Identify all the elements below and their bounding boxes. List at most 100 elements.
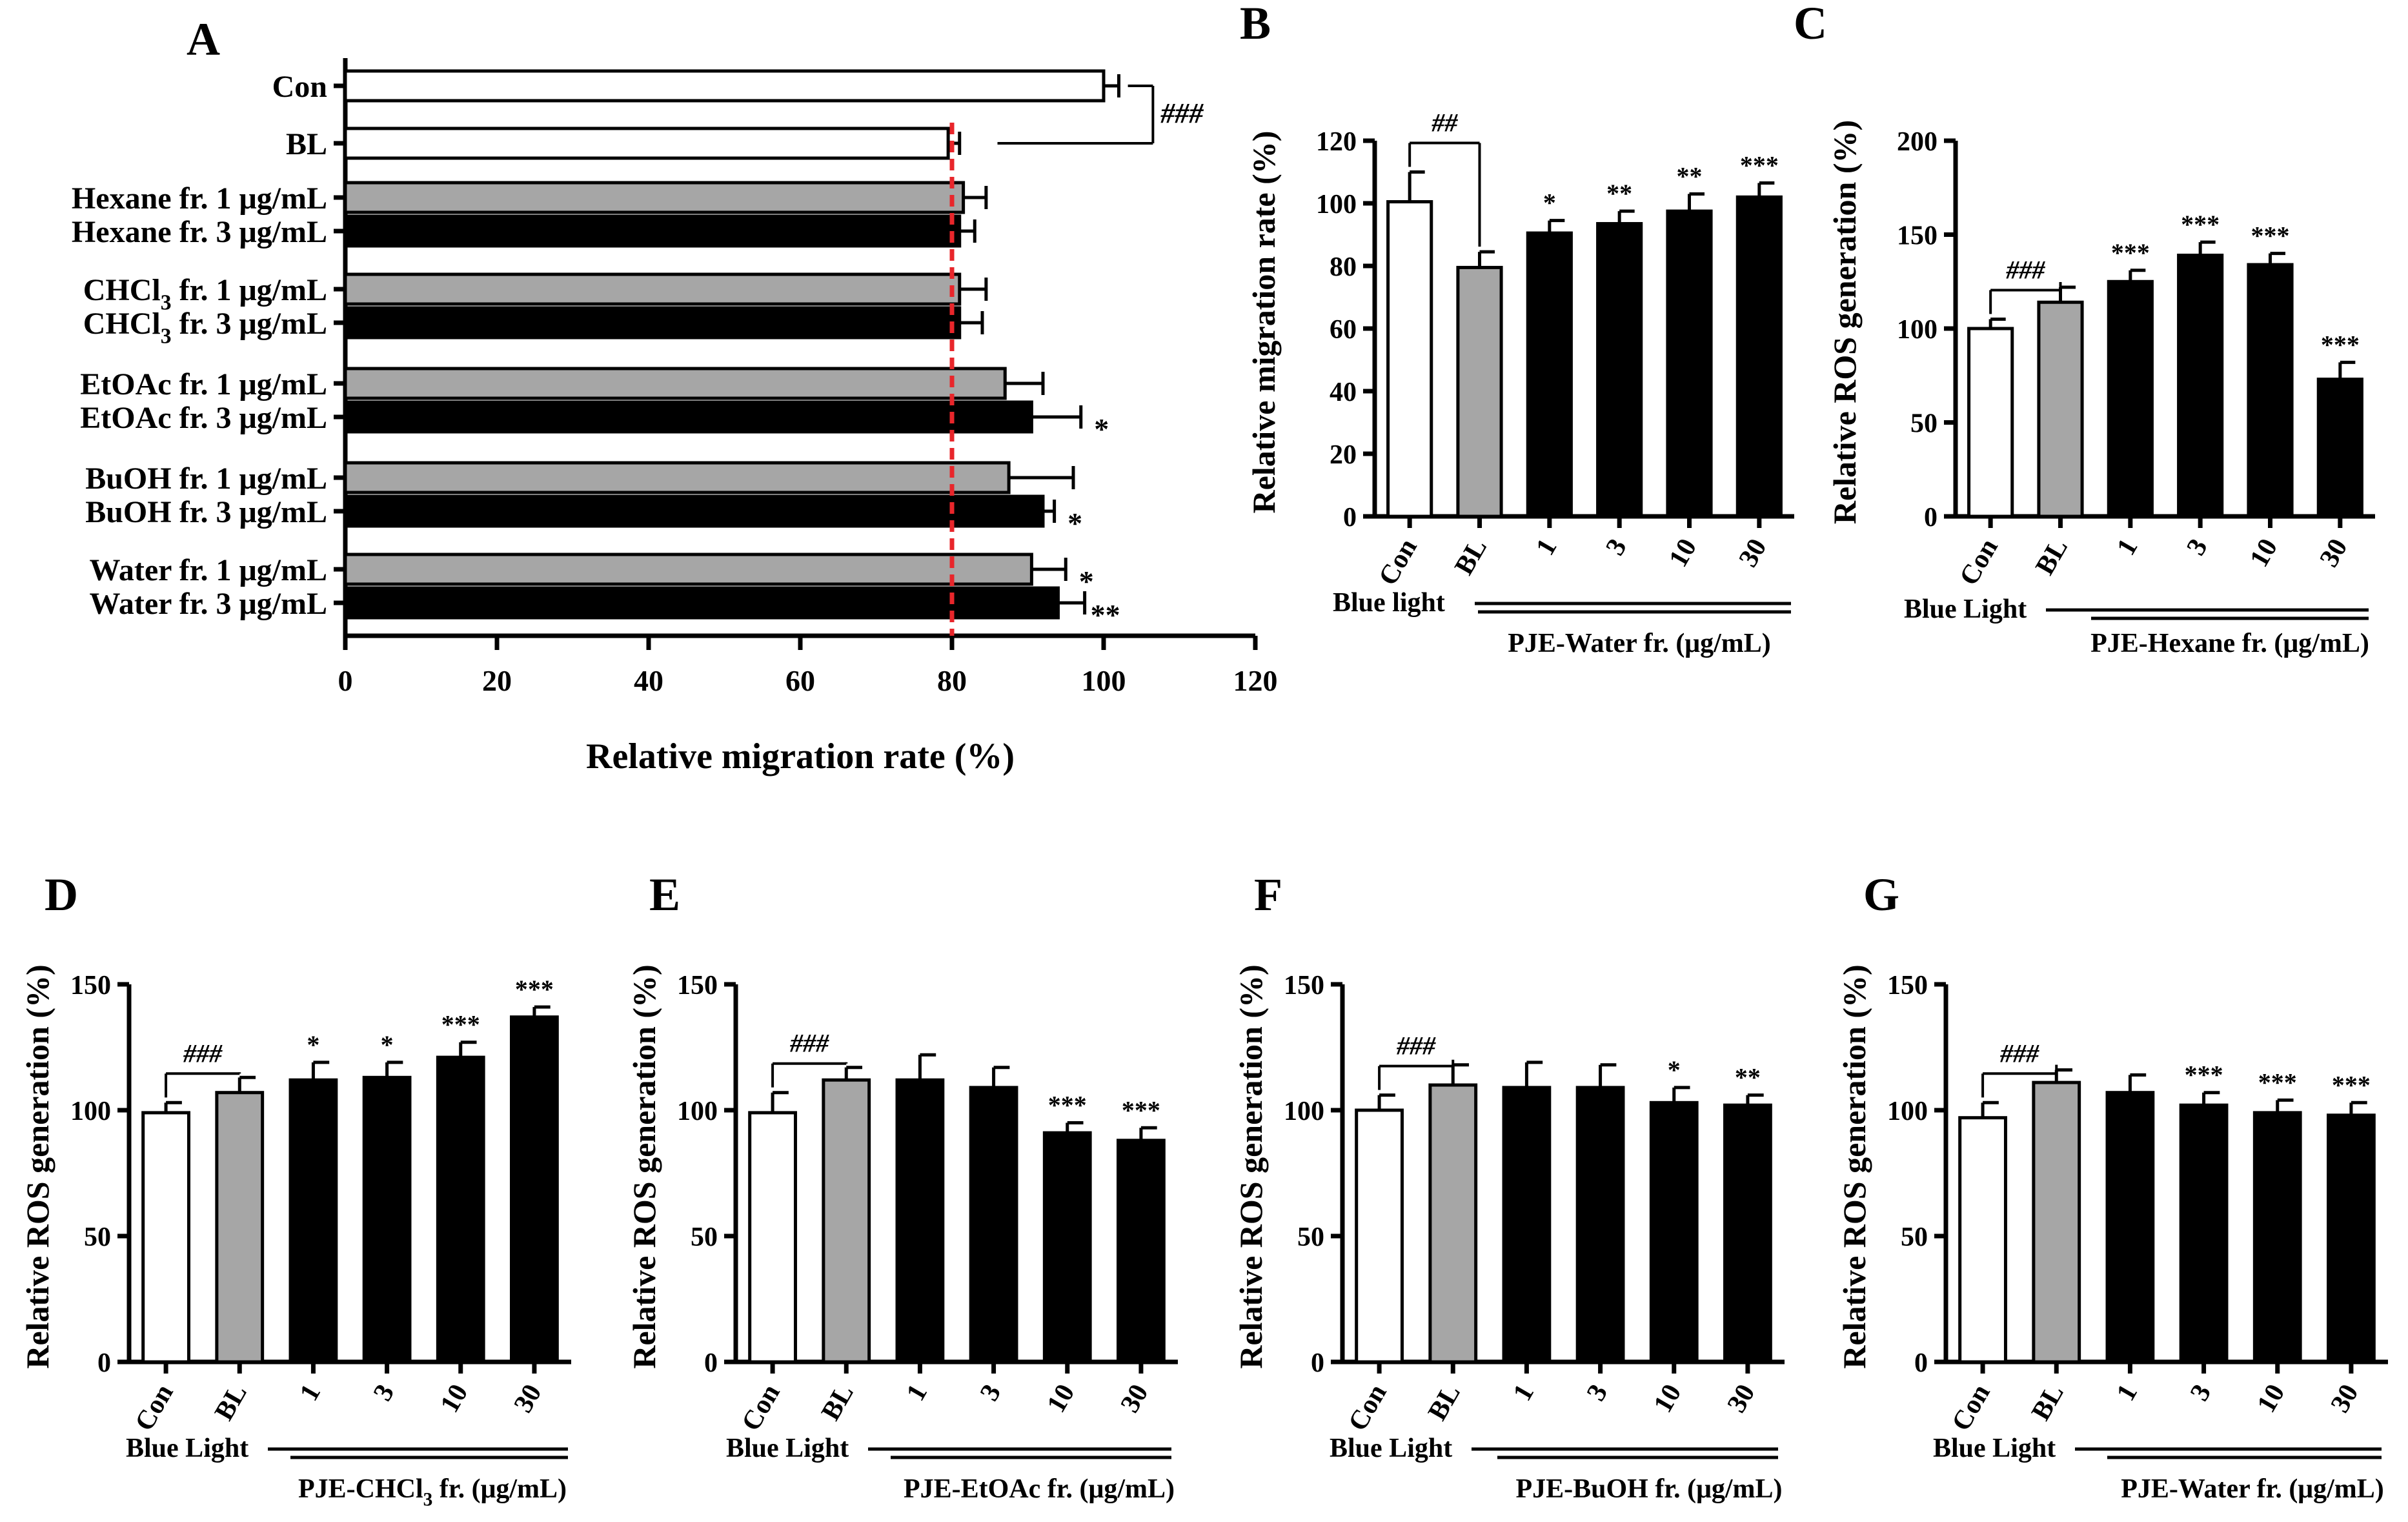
x-tick-label-E: 3 [975,1379,1007,1406]
x-tick-label-C: 30 [2314,534,2354,572]
significance-G: *** [2258,1068,2297,1097]
y-tick-label-G: 100 [1887,1097,1928,1126]
x-tick-label-C: 1 [2111,534,2143,560]
x-tick-label-D: BL [209,1379,253,1426]
y-tick-label-G: 0 [1914,1348,1928,1378]
category-label-A: EtOAc fr. 3 μg/mL [80,401,327,435]
panel-B: B 0 20 40 60 80 100 120 Relative migration rate … [1240,0,1794,658]
x-tick-label-G: 10 [2252,1379,2291,1417]
y-tick-label-B: 60 [1330,315,1357,345]
group-label-treatment-C: PJE-Hexane fr. (μg/mL) [2090,629,2369,658]
bar-B [1596,222,1643,518]
bar-F [1575,1086,1625,1364]
x-tick-label-D: 10 [435,1379,474,1417]
bar-B [1386,200,1433,518]
panel-letter-C: C [1794,0,1827,49]
significance-D: * [307,1030,319,1059]
bar-A [343,461,1011,494]
bar-A [343,127,950,160]
group-label-treatment-D: PJE-CHCl3 fr. (μg/mL) [298,1474,567,1510]
x-tick-label-A: 80 [937,664,967,697]
bar-A [343,553,1033,586]
x-tick-label-A: 100 [1082,664,1126,697]
category-label-A: BuOH fr. 3 μg/mL [85,495,327,529]
x-tick-label-G: Con [1947,1379,1996,1436]
bar-C [2316,378,2363,518]
bar-A [343,400,1033,434]
bar-E [969,1086,1018,1364]
bracket-label-G: ### [1999,1039,2039,1068]
category-label-A: Water fr. 1 μg/mL [89,553,327,587]
x-tick-label-F: 3 [1581,1379,1614,1406]
x-tick-label-A: 0 [338,664,353,697]
y-axis-title-G: Relative ROS generation (%) [1836,964,1872,1368]
significance-G: *** [2185,1060,2223,1090]
bar-F [1428,1083,1478,1364]
x-tick-label-B: Con [1373,534,1423,591]
x-tick-label-F: 1 [1508,1379,1540,1406]
y-tick-label-B: 100 [1316,190,1357,219]
x-tick-label-D: 30 [509,1379,548,1417]
y-tick-label-E: 150 [677,971,718,1000]
bar-D [215,1091,265,1364]
x-tick-label-G: 3 [2185,1379,2217,1406]
group-label-treatment-B: PJE-Water fr. (μg/mL) [1508,629,1771,658]
panel-E: E 0 50 100 150 Relative ROS generation (%) Con… [626,869,1178,1504]
x-tick-label-A: 20 [482,664,512,697]
x-tick-label-E: 30 [1115,1379,1155,1417]
bar-B [1735,195,1783,518]
significance-B: ** [1606,179,1632,208]
x-tick-label-B: 3 [1600,534,1632,560]
y-tick-label-D: 0 [97,1348,111,1378]
x-tick-label-B: 1 [1530,534,1563,560]
category-label-A: Con [272,70,327,104]
y-axis-title-F: Relative ROS generation (%) [1233,964,1269,1368]
bar-A [343,494,1045,528]
significance-A: * [1067,507,1082,540]
bar-B [1456,265,1503,518]
x-tick-label-C: 10 [2244,534,2283,572]
bracket-label-B: ## [1431,108,1458,137]
significance-B: *** [1740,150,1779,179]
bracket-label-D: ### [183,1039,223,1068]
significance-E: *** [1122,1095,1160,1124]
x-axis-title-A: Relative migration rate (%) [586,736,1015,776]
bar-B [1526,231,1573,518]
group-label-treatment-G: PJE-Water fr. (μg/mL) [2121,1474,2384,1504]
y-tick-label-C: 100 [1897,315,1938,345]
x-tick-label-F: BL [1422,1379,1466,1426]
x-tick-label-B: BL [1449,534,1493,580]
significance-B: ** [1677,161,1703,190]
x-tick-label-G: 1 [2111,1379,2143,1406]
y-axis-title-C: Relative ROS generation (%) [1826,120,1863,524]
x-tick-label-D: Con [130,1379,179,1436]
bar-F [1649,1101,1699,1364]
panel-letter-F: F [1254,869,1282,920]
y-tick-label-F: 150 [1284,971,1324,1000]
significance-D: *** [441,1010,480,1039]
panel-A: A 0 20 40 60 80 100 120 Relative migration rate … [72,14,1278,776]
y-tick-label-C: 150 [1897,221,1938,251]
category-label-A: BuOH fr. 1 μg/mL [85,462,327,496]
y-tick-label-D: 50 [84,1223,111,1252]
x-tick-label-A: 60 [785,664,815,697]
category-label-A: Water fr. 3 μg/mL [89,587,327,621]
category-label-A: Hexane fr. 3 μg/mL [72,215,327,249]
x-tick-label-F: Con [1343,1379,1393,1436]
x-tick-label-C: 3 [2181,534,2213,560]
bar-G [2327,1113,2376,1364]
panel-letter-G: G [1863,869,1899,920]
y-tick-label-C: 0 [1924,503,1938,533]
x-tick-label-F: 30 [1722,1379,1761,1417]
bar-C [2247,263,2294,518]
category-label-A: CHCl3 fr. 1 μg/mL [83,273,327,314]
significance-D: *** [515,975,554,1004]
significance-F: * [1668,1055,1681,1084]
significance-A: ** [1091,598,1120,631]
y-tick-label-E: 50 [691,1223,718,1252]
panel-letter-A: A [187,14,220,65]
bar-D [141,1111,190,1364]
significance-C: *** [2321,330,2360,359]
y-tick-label-B: 0 [1343,503,1357,533]
panel-letter-D: D [45,869,78,920]
